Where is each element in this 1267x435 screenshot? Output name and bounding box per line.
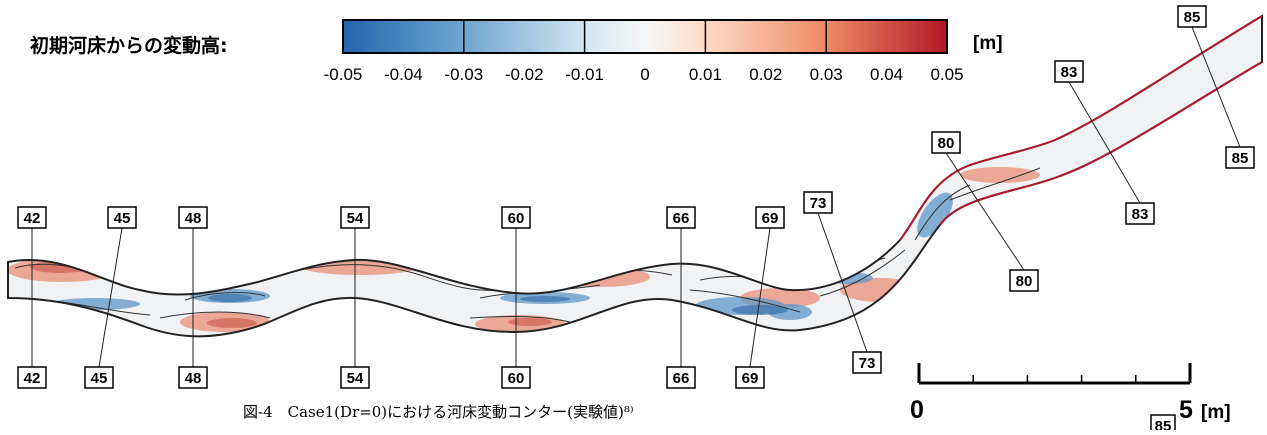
section-label-box [340,206,370,229]
colorbar-tick-label: 0.04 [870,65,903,84]
section-label-top: 80 [938,135,955,152]
scale-end: 5 [1179,396,1193,424]
section-label-box [1054,60,1084,83]
section-label-bottom: 66 [673,370,690,387]
left-bank-line [899,15,1263,241]
section-label-bottom: 45 [91,370,108,387]
section-label-box [852,351,882,374]
section-label-top: 69 [762,210,779,227]
colorbar-tick-label: -0.04 [384,65,423,84]
right-bank-line [939,61,1263,226]
section-label-top: 60 [508,210,525,227]
section-label-top: 42 [24,210,41,227]
section-line [98,227,123,368]
section-label-box [931,131,961,154]
section-label-box [666,366,696,389]
section-label-box [340,366,370,389]
cross-sections: 42 42 45 45 48 48 54 54 60 60 66 66 69 69 73 73 80 80 83 83… [17,5,1255,389]
section-label-box [1009,269,1039,292]
section-label-bottom: 83 [1132,206,1149,223]
colorbar-tick-label: -0.05 [324,65,363,84]
section-label-box [803,191,833,214]
colorbar-tick-label: 0.05 [930,65,963,84]
colorbar-tick-label: 0.02 [749,65,782,84]
colorbar-tick-labels: -0.05 -0.04 -0.03 -0.02 -0.01 0 0.01 0.02 0.03 0.… [324,65,964,84]
section-label-box [666,206,696,229]
section-label-top: 85 [1184,9,1201,26]
section-label-box [107,206,137,229]
section-label-top: 66 [673,210,690,227]
section-label-box [17,206,47,229]
section-label-box [501,206,531,229]
colorbar-tick-label: 0 [640,65,649,84]
section-label-bottom: 42 [24,370,41,387]
colorbar-tick-label: 0.01 [689,65,722,84]
section-label-box [1125,202,1155,225]
colorbar-tick-label: 0.03 [810,65,843,84]
colorbar-tick-label: -0.03 [444,65,483,84]
section-label-box [1177,5,1207,28]
section-line [817,212,868,353]
section-line [945,152,1025,271]
figure-caption: 図-4 Case1(Dr=0)における河床変動コンター(実験値)⁸⁾ [243,403,634,421]
legend: 初期河床からの変動高: -0.05 -0.04 -0.03 -0.02 -0.01 0 0.… [30,19,1003,84]
section-label-bottom: 69 [742,370,759,387]
section-label-bottom: 80 [1016,273,1033,290]
section-label-box [755,206,785,229]
legend-title: 初期河床からの変動高: [30,34,228,57]
section-line [1068,81,1141,204]
section-label-top: 45 [114,210,131,227]
section-label-bottom: 54 [347,370,364,387]
section-label-box [735,366,765,389]
section-line [1191,26,1241,148]
scale-start: 0 [910,396,924,424]
section-label-box [178,206,208,229]
section-label-bottom: 48 [185,370,202,387]
section-label-bottom: 73 [859,355,876,372]
scale-bar: 0 5 [m] 85 [910,363,1231,435]
section-label-box [501,366,531,389]
section-line [749,227,771,368]
section-label-box [178,366,208,389]
stray-section-label: 85 [1155,418,1172,430]
section-label-box [17,366,47,389]
section-label-box [84,366,114,389]
section-label-box [1225,146,1255,169]
colorbar [342,19,948,54]
strong-scour [208,294,788,315]
colorbar-dividers [463,20,827,53]
section-label-top: 54 [347,210,364,227]
section-label-top: 73 [810,195,827,212]
section-label-top: 83 [1061,64,1078,81]
colorbar-tick-label: -0.02 [505,65,544,84]
section-label-top: 48 [185,210,202,227]
colorbar-tick-label: -0.01 [565,65,604,84]
section-label-bottom: 85 [1232,150,1249,167]
legend-unit: [m] [973,33,1003,54]
scale-unit: [m] [1201,402,1231,423]
section-label-bottom: 60 [508,370,525,387]
